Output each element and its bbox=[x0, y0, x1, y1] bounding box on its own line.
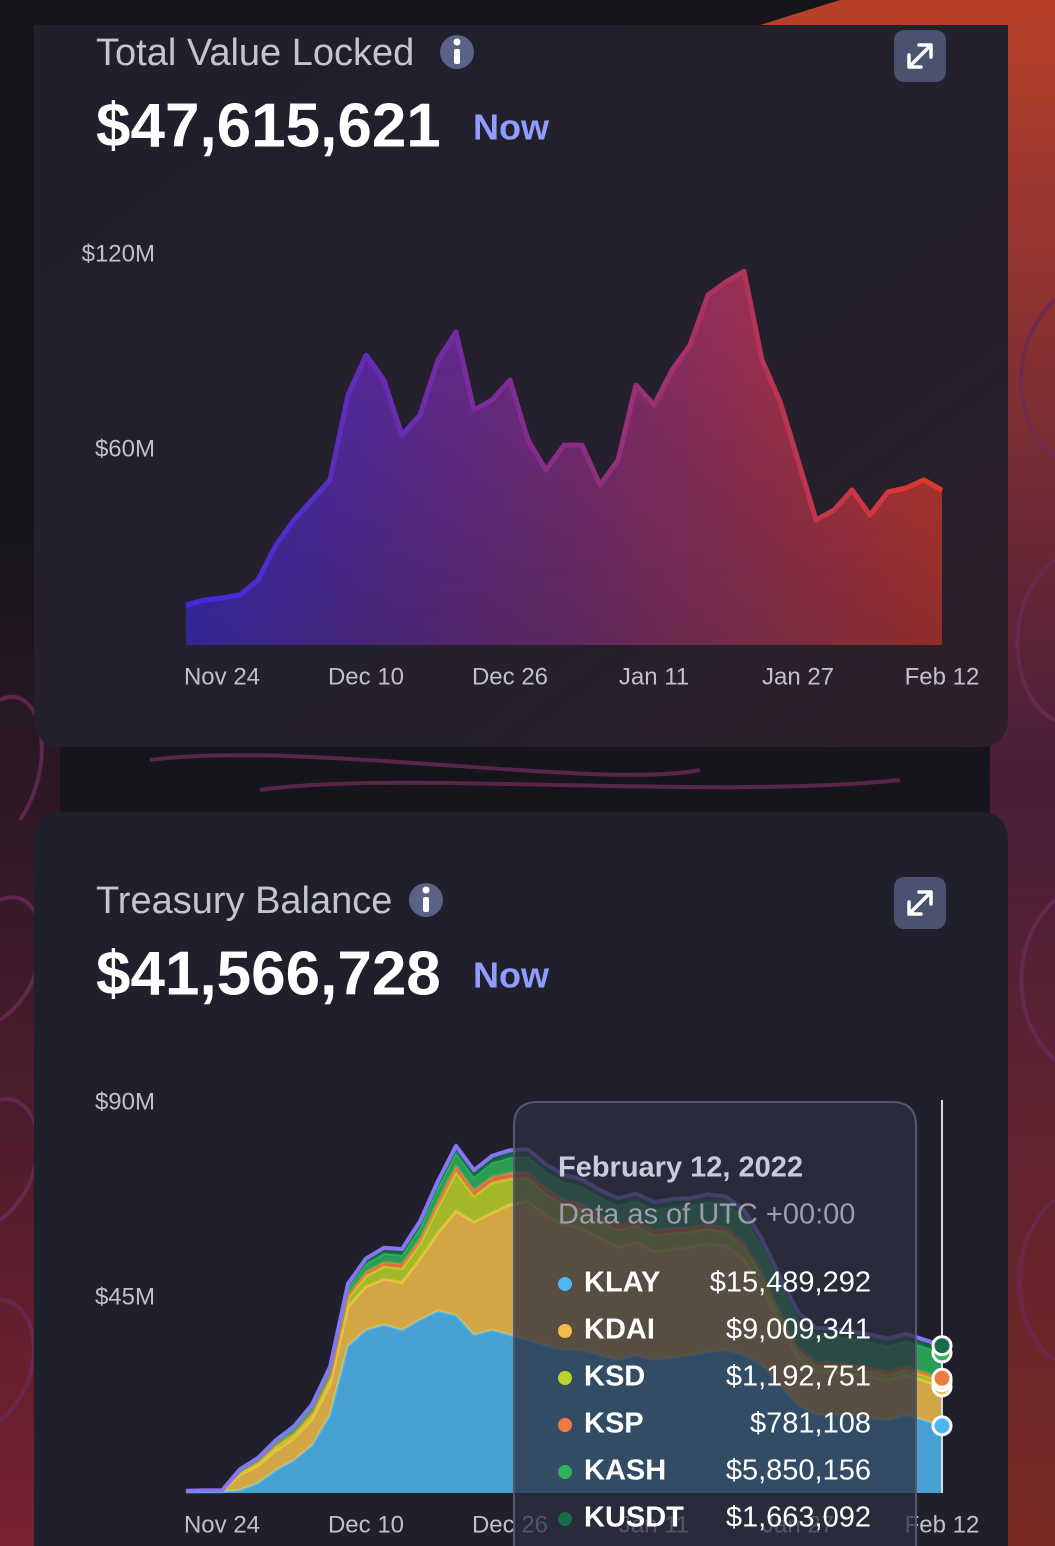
hover-dot bbox=[931, 1415, 953, 1437]
tooltip-subtitle: Data as of UTC +00:00 bbox=[558, 1199, 855, 1231]
info-icon[interactable] bbox=[409, 883, 443, 917]
x-tick-label: Dec 26 bbox=[472, 663, 548, 690]
legend-dot bbox=[558, 1512, 572, 1526]
y-tick-label: $120M bbox=[82, 240, 155, 267]
card-title: Total Value Locked bbox=[96, 32, 414, 74]
headline-value: $41,566,728 bbox=[96, 939, 441, 1008]
time-badge: Now bbox=[473, 107, 550, 148]
legend-name: KSD bbox=[584, 1361, 645, 1393]
x-tick-label: Feb 12 bbox=[905, 1511, 980, 1538]
y-tick-label: $45M bbox=[95, 1283, 155, 1310]
x-tick-label: Jan 11 bbox=[619, 663, 689, 690]
legend-name: KASH bbox=[584, 1455, 666, 1487]
headline-value: $47,615,621 bbox=[96, 91, 441, 160]
tooltip-value: $5,850,156 bbox=[726, 1455, 871, 1487]
legend-dot bbox=[558, 1465, 572, 1479]
hover-dot bbox=[931, 1367, 953, 1389]
legend-dot bbox=[558, 1418, 572, 1432]
area-fill bbox=[186, 271, 942, 645]
info-icon[interactable] bbox=[440, 35, 474, 69]
hover-dot bbox=[931, 1335, 953, 1357]
expand-button[interactable] bbox=[894, 30, 946, 82]
charts: Total Value Locked $47,615,621 Now $60M $120… bbox=[82, 32, 980, 1546]
legend-name: KDAI bbox=[584, 1314, 655, 1346]
tooltip-value: $9,009,341 bbox=[726, 1314, 871, 1346]
area-line bbox=[185, 268, 944, 608]
x-tick-label: Feb 12 bbox=[905, 663, 980, 690]
time-badge: Now bbox=[473, 955, 550, 996]
tooltip-value: $781,108 bbox=[750, 1408, 871, 1440]
legend-dot bbox=[558, 1324, 572, 1338]
tooltip-value: $1,192,751 bbox=[726, 1361, 871, 1393]
tooltip-value: $15,489,292 bbox=[710, 1267, 871, 1299]
legend-dot bbox=[558, 1371, 572, 1385]
card-title: Treasury Balance bbox=[96, 880, 392, 922]
x-tick-label: Jan 27 bbox=[762, 663, 834, 690]
tooltip-box bbox=[513, 1101, 917, 1546]
x-tick-label: Nov 24 bbox=[184, 1511, 260, 1538]
x-tick-label: Nov 24 bbox=[184, 663, 260, 690]
tooltip-title: February 12, 2022 bbox=[558, 1152, 803, 1184]
legend-name: KSP bbox=[584, 1408, 644, 1440]
legend-dot bbox=[558, 1277, 572, 1291]
expand-button[interactable] bbox=[894, 877, 946, 929]
tooltip: February 12, 2022 Data as of UTC +00:00 KL… bbox=[513, 1101, 917, 1546]
legend-name: KLAY bbox=[584, 1267, 660, 1299]
tooltip-value: $1,663,092 bbox=[726, 1502, 871, 1534]
x-tick-label: Dec 10 bbox=[328, 1511, 404, 1538]
x-tick-label: Dec 10 bbox=[328, 663, 404, 690]
y-tick-label: $60M bbox=[95, 435, 155, 462]
legend-name: KUSDT bbox=[584, 1502, 684, 1534]
y-tick-label: $90M bbox=[95, 1088, 155, 1115]
